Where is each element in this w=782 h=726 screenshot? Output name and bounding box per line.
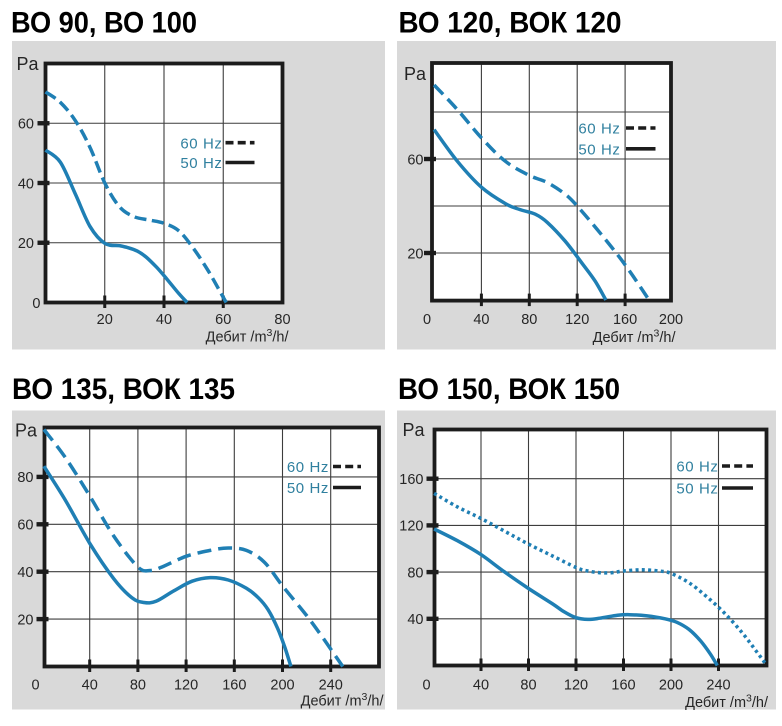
svg-text:80: 80 [520, 678, 536, 694]
svg-text:80: 80 [130, 678, 146, 694]
svg-text:160: 160 [611, 678, 635, 694]
svg-text:60: 60 [407, 152, 423, 168]
svg-text:200: 200 [270, 678, 294, 694]
svg-text:50 Hz: 50 Hz [287, 480, 329, 497]
svg-text:20: 20 [18, 236, 34, 252]
svg-text:0: 0 [422, 678, 430, 694]
svg-text:ВО 135, ВОК 135: ВО 135, ВОК 135 [12, 373, 235, 406]
svg-text:40: 40 [18, 176, 34, 192]
svg-text:40: 40 [407, 612, 423, 628]
svg-text:Pa: Pa [17, 54, 40, 74]
svg-text:ВО 120, ВОК 120: ВО 120, ВОК 120 [399, 7, 622, 40]
svg-text:0: 0 [423, 312, 431, 328]
svg-text:Дебит /m3/h/: Дебит /m3/h/ [301, 691, 385, 710]
svg-text:Дебит /m3/h/: Дебит /m3/h/ [685, 693, 769, 712]
svg-text:160: 160 [399, 472, 423, 488]
svg-text:ВО 150, ВОК 150: ВО 150, ВОК 150 [398, 373, 620, 406]
svg-text:0: 0 [31, 678, 39, 694]
svg-text:ВО 90, ВО 100: ВО 90, ВО 100 [11, 7, 197, 40]
svg-text:20: 20 [17, 612, 33, 628]
svg-text:120: 120 [399, 519, 423, 535]
svg-text:20: 20 [97, 312, 113, 328]
svg-text:60 Hz: 60 Hz [676, 459, 718, 476]
svg-text:50 Hz: 50 Hz [676, 481, 718, 498]
svg-text:160: 160 [613, 312, 637, 328]
svg-text:80: 80 [17, 470, 33, 486]
svg-text:200: 200 [659, 678, 683, 694]
svg-text:50 Hz: 50 Hz [578, 142, 620, 159]
svg-text:120: 120 [564, 678, 588, 694]
svg-text:50 Hz: 50 Hz [180, 155, 222, 172]
svg-text:160: 160 [222, 678, 246, 694]
svg-text:60: 60 [18, 117, 34, 133]
svg-text:Pa: Pa [15, 421, 38, 441]
svg-text:Pa: Pa [403, 420, 426, 440]
svg-text:80: 80 [521, 312, 537, 328]
svg-text:Дебит /m3/h/: Дебит /m3/h/ [206, 327, 290, 346]
svg-text:60: 60 [215, 312, 231, 328]
svg-text:60 Hz: 60 Hz [578, 121, 620, 138]
svg-text:240: 240 [319, 678, 343, 694]
svg-text:40: 40 [156, 312, 172, 328]
svg-text:240: 240 [706, 678, 730, 694]
svg-text:40: 40 [473, 678, 489, 694]
svg-text:60 Hz: 60 Hz [287, 459, 329, 476]
svg-text:200: 200 [659, 312, 683, 328]
svg-text:Pa: Pa [404, 64, 427, 84]
svg-text:Дебит /m3/h/: Дебит /m3/h/ [593, 328, 677, 347]
svg-text:40: 40 [473, 312, 489, 328]
svg-text:60 Hz: 60 Hz [180, 135, 222, 152]
svg-text:60: 60 [17, 518, 33, 534]
svg-text:20: 20 [407, 246, 423, 262]
svg-text:80: 80 [407, 565, 423, 581]
svg-text:40: 40 [82, 678, 98, 694]
svg-text:0: 0 [32, 296, 40, 312]
svg-text:120: 120 [565, 312, 589, 328]
svg-text:120: 120 [174, 678, 198, 694]
svg-text:80: 80 [274, 312, 290, 328]
svg-text:40: 40 [17, 565, 33, 581]
